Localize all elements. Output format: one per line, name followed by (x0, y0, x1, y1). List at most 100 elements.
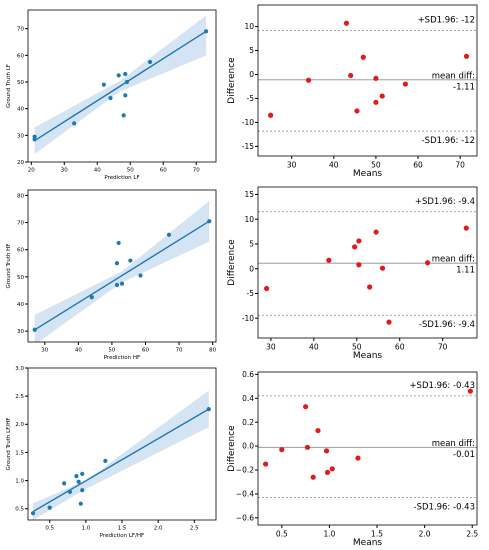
data-point-9 (123, 93, 128, 98)
y-tick-label: 5 (249, 240, 254, 249)
y-tick-label: -10 (242, 314, 254, 323)
plot-area (258, 211, 477, 325)
y-tick-label: 30 (17, 133, 24, 139)
axes-frame (257, 186, 478, 339)
x-tick-label: 2.0 (154, 526, 163, 532)
y-tick-label: 5 (249, 46, 254, 55)
data-point-5 (108, 95, 113, 101)
x-tick-label: 50 (127, 168, 134, 174)
y-tick-label: −0.4 (236, 490, 254, 499)
data-point-12 (204, 29, 209, 34)
x-tick-label: 50 (371, 161, 381, 170)
data-point-8 (324, 469, 331, 476)
y-tick-label: 0.0 (242, 442, 254, 451)
data-point-8 (138, 273, 143, 278)
y-tick-label: 10 (244, 215, 254, 224)
data-point-9 (386, 319, 392, 325)
confidence-band (34, 15, 207, 155)
x-tick-label: 0.5 (45, 526, 54, 532)
y-tick-label: 1.0 (15, 479, 24, 485)
y-tick-label: 60 (17, 53, 24, 59)
y-tick-label: 40 (17, 107, 24, 113)
axes-frame (257, 4, 478, 157)
data-point-3 (114, 282, 120, 288)
regression-line (34, 220, 210, 331)
data-point-3 (62, 481, 67, 486)
lower-limit-annotation: -SD1.96: -0.43 (414, 503, 476, 513)
chart-panel-2: 30 40 50 60 70 -15 -10 -5 0 5 10 Means Difference +SD… (227, 4, 478, 179)
data-point-6 (76, 479, 81, 484)
data-point-2 (32, 137, 37, 142)
data-point-4 (67, 489, 73, 494)
data-point-8 (373, 99, 379, 105)
data-point-3 (352, 244, 358, 250)
data-point-3 (72, 121, 77, 126)
data-point-7 (373, 229, 379, 235)
x-tick-label: 1.5 (371, 530, 383, 539)
y-tick-label: 70 (17, 220, 24, 226)
mean-diff-value: -1.11 (453, 82, 475, 92)
data-point-4 (348, 72, 354, 79)
data-point-6 (360, 54, 366, 60)
data-point-1 (263, 285, 270, 292)
lower-limit-annotation: -SD1.96: -9.4 (419, 320, 475, 330)
lower-limit-annotation: -SD1.96: -12 (422, 136, 475, 146)
x-tick-label: 70 (193, 168, 200, 174)
x-tick-label: 60 (142, 348, 149, 354)
data-point-7 (78, 501, 83, 506)
data-point-10 (402, 81, 409, 87)
upper-limit-annotation: +SD1.96: -0.43 (409, 381, 475, 391)
data-point-7 (323, 448, 330, 454)
y-tick-label: 10 (244, 22, 254, 31)
data-point-4 (304, 444, 311, 450)
y-axis-label: Ground Truth LF (6, 64, 12, 108)
x-tick-label: 2.5 (466, 530, 478, 539)
x-tick-label: 0.5 (276, 530, 288, 539)
plot-area (258, 388, 477, 498)
data-point-5 (74, 473, 79, 479)
y-tick-label: 80 (17, 193, 24, 199)
data-point-7 (128, 258, 133, 263)
y-tick-label: 1.5 (15, 450, 24, 456)
mean-diff-title: mean diff: (432, 439, 475, 449)
x-axis-label: Means (353, 538, 383, 548)
y-tick-label: 0.6 (242, 370, 254, 379)
mean-diff-title: mean diff: (432, 71, 475, 81)
x-tick-label: 60 (395, 343, 405, 352)
y-tick-label: 2.5 (15, 394, 24, 400)
data-point-9 (379, 93, 385, 99)
data-point-2 (89, 295, 94, 300)
data-point-5 (116, 240, 121, 246)
data-point-8 (80, 471, 85, 476)
y-tick-label: -5 (247, 94, 255, 103)
x-tick-label: 2.5 (190, 526, 199, 532)
y-tick-label: 0.2 (242, 418, 254, 427)
chart-panel-4: 30 40 50 60 70 -10 -5 0 5 10 15 Means Difference +SD1… (227, 186, 478, 361)
x-axis-label: Prediction LF (104, 175, 139, 181)
data-point-6 (367, 284, 373, 290)
data-point-2 (305, 77, 312, 83)
data-point-3 (303, 404, 309, 410)
x-tick-label: 2.0 (419, 530, 431, 539)
data-point-2 (279, 447, 285, 453)
x-tick-label: 30 (287, 161, 297, 170)
x-tick-label: 1.5 (118, 526, 127, 532)
y-tick-label: 0 (249, 70, 254, 79)
data-point-2 (47, 505, 52, 510)
plot-area (30, 390, 211, 520)
x-axis-label: Means (353, 351, 383, 361)
data-point-10 (103, 458, 108, 463)
x-tick-label: 1.0 (81, 526, 90, 532)
x-tick-label: 60 (160, 168, 167, 174)
x-tick-label: 30 (266, 343, 276, 352)
y-axis-label: Difference (227, 57, 237, 104)
data-point-9 (329, 466, 335, 472)
confidence-band (33, 390, 209, 520)
x-tick-label: 80 (209, 348, 216, 354)
y-tick-label: -10 (242, 118, 254, 127)
y-tick-label: 0.4 (242, 394, 254, 403)
plot-area (32, 200, 212, 342)
y-tick-label: −0.2 (236, 466, 254, 475)
data-point-10 (207, 219, 212, 224)
y-tick-label: 30 (17, 329, 24, 335)
